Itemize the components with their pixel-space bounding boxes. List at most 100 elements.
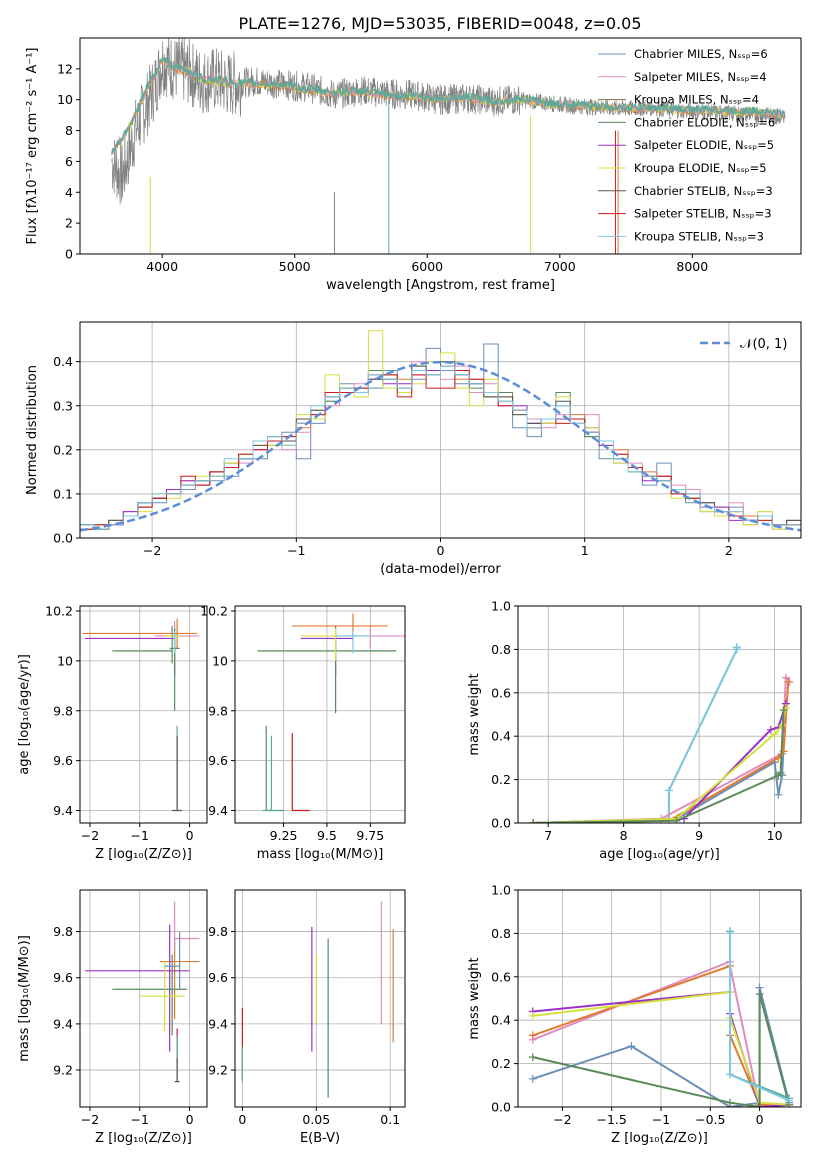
panel-cumulative-mass-vs-age: 7 8 9 10 0.0 0.2 0.4 0.6 0.8 1.0 age [log₁₀(age/yr… xyxy=(467,599,802,862)
y-axis-label: age [log₁₀(age/yr)] xyxy=(17,654,32,775)
y-tick-label: 9.6 xyxy=(53,753,73,768)
axes-frame xyxy=(517,889,802,1108)
y-tick-label: 10.2 xyxy=(45,603,73,618)
panel-age-vs-mass: 9.25 9.5 9.75 9.4 9.6 9.8 10 10.2 mass [log₁₀(M/… xyxy=(200,603,406,862)
x-axis-label: mass [log₁₀(M/M⊙)] xyxy=(257,847,384,862)
y-tick-label: 8 xyxy=(65,123,73,138)
legend-entry: Kroupa ELODIE, Nₛₛₚ=5 xyxy=(634,161,767,175)
x-tick-label: 0 xyxy=(186,828,194,843)
y-tick-label: 0.2 xyxy=(491,1056,511,1071)
y-tick-label: 10.2 xyxy=(200,603,228,618)
x-tick-label: 0 xyxy=(437,543,445,558)
x-axis-label: Z [log₁₀(Z/Z⊙)] xyxy=(95,847,192,862)
panels: 4000 5000 6000 7000 8000024681012wavelength … xyxy=(17,37,802,1146)
plot-area xyxy=(241,901,394,1098)
y-tick-label: 12 xyxy=(57,61,73,76)
y-tick-label: 1.0 xyxy=(491,599,511,614)
y-tick-label: 9.8 xyxy=(208,703,228,718)
cumulative-marker xyxy=(528,1031,537,1040)
x-tick-label: 8 xyxy=(620,828,628,843)
y-tick-label: 0.2 xyxy=(53,442,73,457)
legend-entry: Salpeter MILES, Nₛₛₚ=4 xyxy=(634,70,767,84)
cumulative-marker xyxy=(766,725,775,734)
x-tick-label: −1 xyxy=(287,543,305,558)
x-tick-label: 0.1 xyxy=(380,1112,400,1127)
y-tick-label: 0.2 xyxy=(491,772,511,787)
x-tick-label: 0 xyxy=(756,1112,764,1127)
cumulative-marker xyxy=(732,643,741,652)
y-tick-label: 0.6 xyxy=(491,685,511,700)
y-tick-label: 9.8 xyxy=(53,703,73,718)
axes-frame xyxy=(517,605,802,824)
x-tick-label: 8000 xyxy=(676,259,708,274)
x-tick-label: 0 xyxy=(186,1112,194,1127)
legend-entry: Kroupa MILES, Nₛₛₚ=4 xyxy=(634,93,759,107)
x-tick-label: 4000 xyxy=(146,259,178,274)
y-axis-label: Flux [fλ10⁻¹⁷ erg cm⁻² s⁻¹ A⁻¹] xyxy=(25,48,40,245)
x-tick-label: −2 xyxy=(553,1112,571,1127)
x-tick-label: 7 xyxy=(544,828,552,843)
legend-entry: Kroupa STELIB, Nₛₛₚ=3 xyxy=(634,229,764,243)
y-tick-label: 4 xyxy=(65,185,73,200)
panel-mass-vs-EBV: 0 0.05 0.1 9.2 9.4 9.6 9.8 E(B-V) xyxy=(208,889,406,1146)
cumulative-marker xyxy=(528,1074,537,1083)
y-tick-label: 0.8 xyxy=(491,642,511,657)
x-tick-label: −2 xyxy=(143,543,161,558)
y-axis-label: mass weight xyxy=(467,673,482,755)
cumulative-marker xyxy=(627,1042,636,1051)
legend-entry: Salpeter STELIB, Nₛₛₚ=3 xyxy=(634,207,772,221)
axes-frame xyxy=(79,37,802,255)
y-axis-label: mass [log₁₀(M/M⊙)] xyxy=(17,935,32,1062)
plot-area xyxy=(84,901,200,1083)
cumulative-marker xyxy=(528,1053,537,1062)
cumulative-marker xyxy=(664,786,673,795)
panel-cumulative-mass-vs-Z: −2 −1.5 −1 −0.5 0 0.0 0.2 0.4 0.6 0.8 1.0 Z [log₁₀(… xyxy=(467,883,802,1146)
cumulative-marker xyxy=(776,769,785,778)
y-tick-label: 9.8 xyxy=(208,924,228,939)
cumulative-marker xyxy=(779,706,788,715)
y-tick-label: 1.0 xyxy=(491,883,511,898)
x-tick-label: 10 xyxy=(767,828,783,843)
cumulative-marker xyxy=(785,1096,794,1105)
legend-entry: Salpeter ELODIE, Nₛₛₚ=5 xyxy=(634,138,774,152)
cumulative-marker xyxy=(726,1070,735,1079)
y-tick-label: 0.4 xyxy=(53,354,73,369)
cumulative-marker xyxy=(726,1098,735,1107)
model-spectrum-line xyxy=(111,56,786,155)
x-tick-label: 1 xyxy=(581,543,589,558)
cumulative-marker xyxy=(781,673,790,682)
x-tick-label: −1 xyxy=(131,828,149,843)
plot-area xyxy=(82,618,200,812)
x-tick-label: 2 xyxy=(725,543,733,558)
axes-frame xyxy=(79,889,208,1108)
normal-curve xyxy=(80,360,801,532)
y-tick-label: 9.4 xyxy=(208,1016,228,1031)
x-tick-label: −0.5 xyxy=(695,1112,725,1127)
y-tick-label: 0.3 xyxy=(53,398,73,413)
axes-frame xyxy=(234,889,406,1108)
y-tick-label: 9.8 xyxy=(53,924,73,939)
x-tick-label: −1.5 xyxy=(596,1112,626,1127)
plot-area xyxy=(80,330,801,532)
cumulative-line xyxy=(533,710,785,823)
cumulative-line xyxy=(532,993,791,1107)
y-axis-label: mass weight xyxy=(467,957,482,1039)
y-tick-label: 0.1 xyxy=(53,486,73,501)
y-tick-label: 9.4 xyxy=(53,1016,73,1031)
x-tick-label: 0.05 xyxy=(302,1112,330,1127)
y-tick-label: 9.2 xyxy=(53,1063,73,1078)
legend-entry: Chabrier STELIB, Nₛₛₚ=3 xyxy=(634,184,773,198)
legend-entry: 𝒩(0, 1) xyxy=(740,337,787,352)
y-tick-label: 2 xyxy=(65,216,73,231)
x-axis-label: E(B-V) xyxy=(300,1131,340,1146)
y-tick-label: 10 xyxy=(57,653,73,668)
plot-area xyxy=(257,613,405,812)
y-tick-label: 9.4 xyxy=(53,803,73,818)
x-tick-label: −2 xyxy=(81,1112,99,1127)
axes-frame xyxy=(234,605,406,824)
x-axis-label: Z [log₁₀(Z/Z⊙)] xyxy=(611,1131,708,1146)
y-tick-label: 9.6 xyxy=(208,970,228,985)
x-tick-label: 9.75 xyxy=(356,828,384,843)
figure-title: PLATE=1276, MJD=53035, FIBERID=0048, z=0… xyxy=(238,14,641,33)
